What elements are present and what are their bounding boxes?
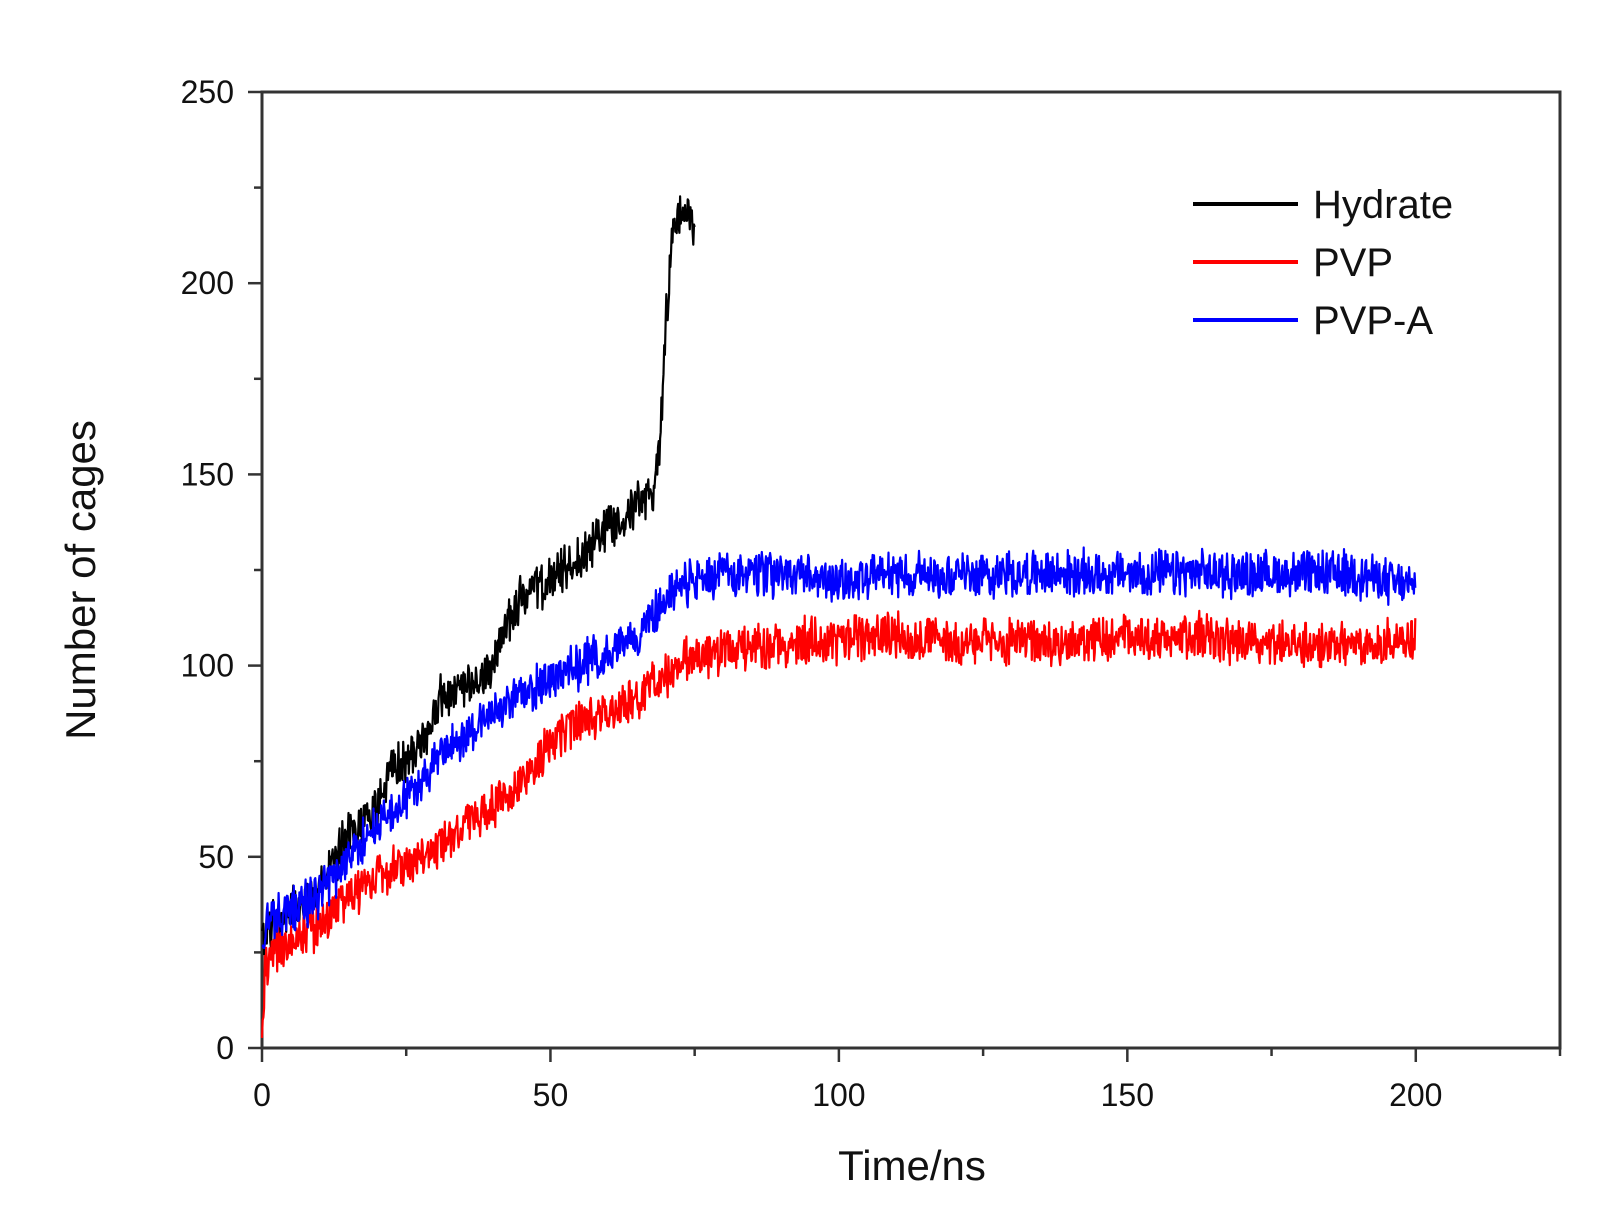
legend-label-hydrate: Hydrate [1313, 183, 1453, 227]
tick-labels-layer: 0 50 100 150 200 0 50 100 150 200 250 [181, 74, 1443, 1113]
y-tick-label: 50 [198, 839, 234, 875]
x-tick-label: 50 [533, 1077, 569, 1113]
y-axis-title: Number of cages [57, 420, 104, 740]
x-tick-label: 100 [812, 1077, 865, 1113]
series-line-pvp [260, 609, 1417, 1038]
ticks-layer [248, 90, 1562, 1062]
series-line-pvp-a [261, 546, 1417, 950]
legend: Hydrate PVP PVP-A [1193, 183, 1453, 343]
x-tick-label: 200 [1389, 1077, 1442, 1113]
x-tick-label: 0 [253, 1077, 271, 1113]
x-tick-label: 150 [1101, 1077, 1154, 1113]
legend-label-pvp: PVP [1313, 241, 1393, 285]
series-layer [260, 195, 1417, 1038]
legend-label-pvp-a: PVP-A [1313, 299, 1433, 343]
y-tick-label: 0 [216, 1030, 234, 1066]
series-line-hydrate [260, 195, 696, 956]
y-tick-label: 250 [181, 74, 234, 110]
y-tick-label: 100 [181, 648, 234, 684]
x-axis-title: Time/ns [838, 1142, 986, 1189]
y-tick-label: 200 [181, 265, 234, 301]
y-tick-label: 150 [181, 456, 234, 492]
